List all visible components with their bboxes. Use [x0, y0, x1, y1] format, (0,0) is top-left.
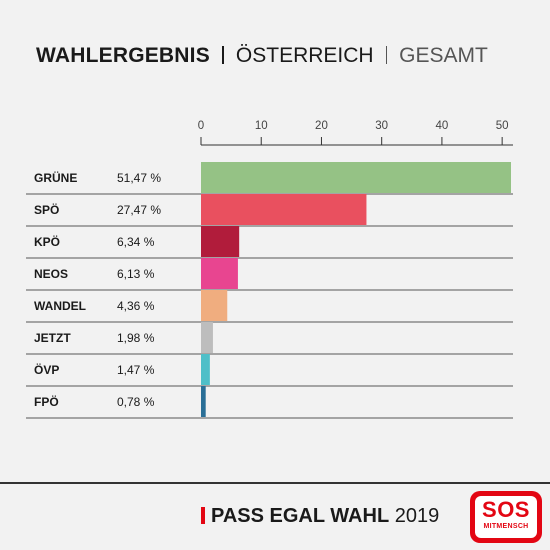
value-label: 6,13 %	[117, 267, 155, 281]
footer-divider	[0, 482, 550, 484]
category-label: WANDEL	[34, 299, 86, 313]
category-label: KPÖ	[34, 234, 60, 249]
x-tick-label: 0	[198, 120, 204, 132]
logo-text: SOS	[482, 497, 530, 522]
x-tick-label: 20	[315, 120, 328, 132]
value-label: 27,47 %	[117, 203, 161, 217]
title-main: WAHLERGEBNIS	[36, 44, 210, 67]
accent-bar	[201, 507, 205, 524]
x-tick-label: 10	[255, 120, 268, 132]
bar-spö	[201, 194, 367, 225]
bar-neos	[201, 258, 238, 289]
category-label: ÖVP	[34, 362, 59, 377]
bar-kpö	[201, 226, 240, 257]
bar-fpö	[201, 386, 206, 417]
sos-mitmensch-logo: SOS MITMENSCH	[470, 491, 542, 543]
category-label: NEOS	[34, 267, 68, 281]
value-label: 1,98 %	[117, 331, 155, 345]
category-label: JETZT	[34, 331, 71, 345]
title-scope: GESAMT	[399, 44, 488, 67]
category-label: FPÖ	[34, 394, 59, 409]
x-tick-label: 40	[436, 120, 449, 132]
value-label: 51,47 %	[117, 171, 161, 185]
title-separator	[221, 46, 224, 64]
value-label: 1,47 %	[117, 363, 155, 377]
title-separator	[385, 46, 388, 64]
bar-wandel	[201, 290, 228, 321]
logo-subtext: MITMENSCH	[483, 523, 529, 530]
x-tick-label: 30	[375, 120, 388, 132]
title-region: ÖSTERREICH	[235, 44, 374, 67]
value-label: 0,78 %	[117, 395, 155, 409]
bar-grüne	[201, 162, 511, 193]
campaign-name: PASS EGAL WAHL	[211, 505, 390, 527]
category-label: SPÖ	[34, 202, 59, 217]
category-label: GRÜNE	[34, 170, 77, 185]
bar-övp	[201, 354, 210, 385]
value-label: 4,36 %	[117, 299, 155, 313]
value-label: 6,34 %	[117, 235, 155, 249]
bar-jetzt	[201, 322, 213, 353]
x-tick-label: 50	[496, 120, 509, 132]
chart-title: WAHLERGEBNIS ÖSTERREICH GESAMT	[36, 44, 488, 68]
campaign-footer: PASS EGAL WAHL 2019	[201, 505, 439, 528]
campaign-year: 2019	[394, 505, 440, 527]
bar-chart: 0 10 20 30 40 50 GRÜNE 51,47 % SPÖ 27,47 % KPÖ 6,34…	[26, 120, 513, 419]
